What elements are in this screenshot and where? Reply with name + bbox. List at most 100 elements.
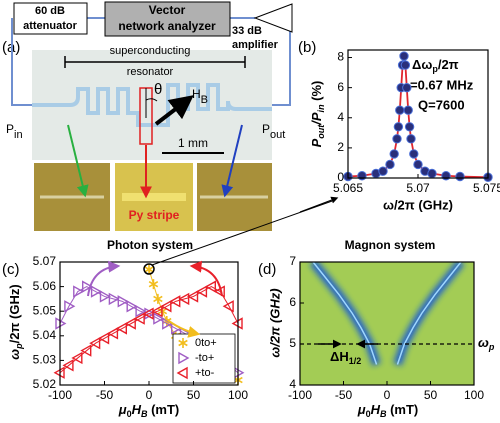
x-tick-label: 50 [424,388,438,402]
input-subscript: in [14,129,23,141]
legend-box [172,333,236,384]
amplifier-symbol [253,3,293,33]
wire [87,17,291,106]
x-tick-label: -100 [48,388,72,402]
annotation-part: 1/2 [349,356,362,366]
legend-label: 0to+ [195,337,217,349]
y-axis-label-part: ω [7,349,22,360]
data-point [64,300,76,313]
data-point [73,285,85,298]
wire [11,18,35,106]
annotation: Δωp/2π [412,57,459,74]
data-point [62,359,74,372]
x-axis-label: μ0HB (mT) [357,402,419,419]
x-axis-label-part: (mT) [386,402,418,417]
panel-label: (b) [298,39,316,56]
data-point [80,344,92,357]
x-tick-label: -100 [288,388,312,402]
x-axis-label-part: B [380,409,387,419]
y-axis-label-part: (%) [309,81,324,105]
panel-label: (c) [2,261,20,278]
data-point [108,292,120,306]
x-axis-label-part: (mT) [147,402,179,417]
output-label: Pout [262,122,285,141]
x-tick-label: -50 [335,388,353,402]
legend-marker [178,338,188,348]
zoom-arrow [221,124,243,198]
reference-label-part: p [488,342,495,352]
data-point [144,264,154,275]
data-point [222,300,234,313]
chart-title: Photon system [107,238,193,252]
x-axis-label-part: H [371,402,381,417]
y-axis-label-part: /P [309,112,324,126]
y-tick-label: 5.06 [33,279,57,293]
y-tick-label: 5.02 [33,377,57,391]
data-point [378,166,388,176]
data-point [400,60,411,70]
analyzer-box [104,1,231,37]
field-arrow [154,95,194,126]
legend-label: -to+ [195,352,214,364]
y-tick-label: 5 [289,336,296,350]
y-axis-label-part: P [309,138,324,147]
stripe-label: Py stripe [129,208,180,222]
x-axis-label-part: 0 [366,409,371,419]
zoom-arrow [67,124,89,198]
annotation-part: /2π [438,57,459,72]
data-point [99,290,111,303]
data-point [406,134,416,144]
resonator-label: resonator [127,66,174,78]
y-tick-label: 5.05 [33,303,57,317]
data-point [124,317,136,330]
data-point [403,105,413,115]
x-tick-label: 5.075 [473,181,500,195]
annotation: Q=7600 [418,97,465,112]
y-tick-label: 8 [337,50,344,64]
y-tick-label: 5.03 [33,353,57,367]
y-tick-label: 5.04 [33,328,57,342]
data-point [395,105,405,115]
data-point [409,149,419,159]
field-subscript: B [201,94,208,106]
x-tick-label: 0 [146,388,153,402]
x-axis-label-part: B [141,409,148,419]
connector-arrow [299,196,339,213]
analyzer-label: network analyzer [118,19,216,33]
data-point [169,295,181,308]
data-point [413,159,423,170]
data-point [71,351,83,365]
data-point [195,285,208,298]
chart-title: Magnon system [345,238,436,252]
direction-arrow [87,260,121,297]
y-axis-label-part: out [316,124,326,139]
data-point [153,293,163,304]
data-point [427,168,437,179]
x-tick-label: 100 [464,388,484,402]
angle-label: θ [154,81,162,98]
legend-label: +to- [195,367,215,379]
amplifier-label: amplifier [232,39,279,51]
legend-marker [178,351,190,365]
analyzer-label: Vector [149,3,186,17]
output-subscript: out [270,129,285,141]
x-tick-label: 100 [228,388,248,402]
data-point [357,171,367,181]
x-tick-label: 0 [384,388,391,402]
data-point [399,51,409,61]
y-tick-label: 4 [337,110,344,124]
y-tick-label: 4 [289,377,296,391]
highlight-circle [143,263,155,275]
x-axis-label-part: μ [118,402,127,417]
attenuator-label: 60 dB [35,5,65,17]
x-tick-label: 50 [187,388,201,402]
resonator-label: superconducting [110,45,191,57]
x-axis-label: ω/2π (GHz) [383,197,453,212]
y-tick-label: 7 [289,254,296,268]
annotation-part: Δω [412,57,432,72]
data-point [392,134,402,144]
data-point [404,122,415,132]
direction-arrow [189,260,223,297]
y-axis-label: ω/2π (GHz) [267,288,282,357]
